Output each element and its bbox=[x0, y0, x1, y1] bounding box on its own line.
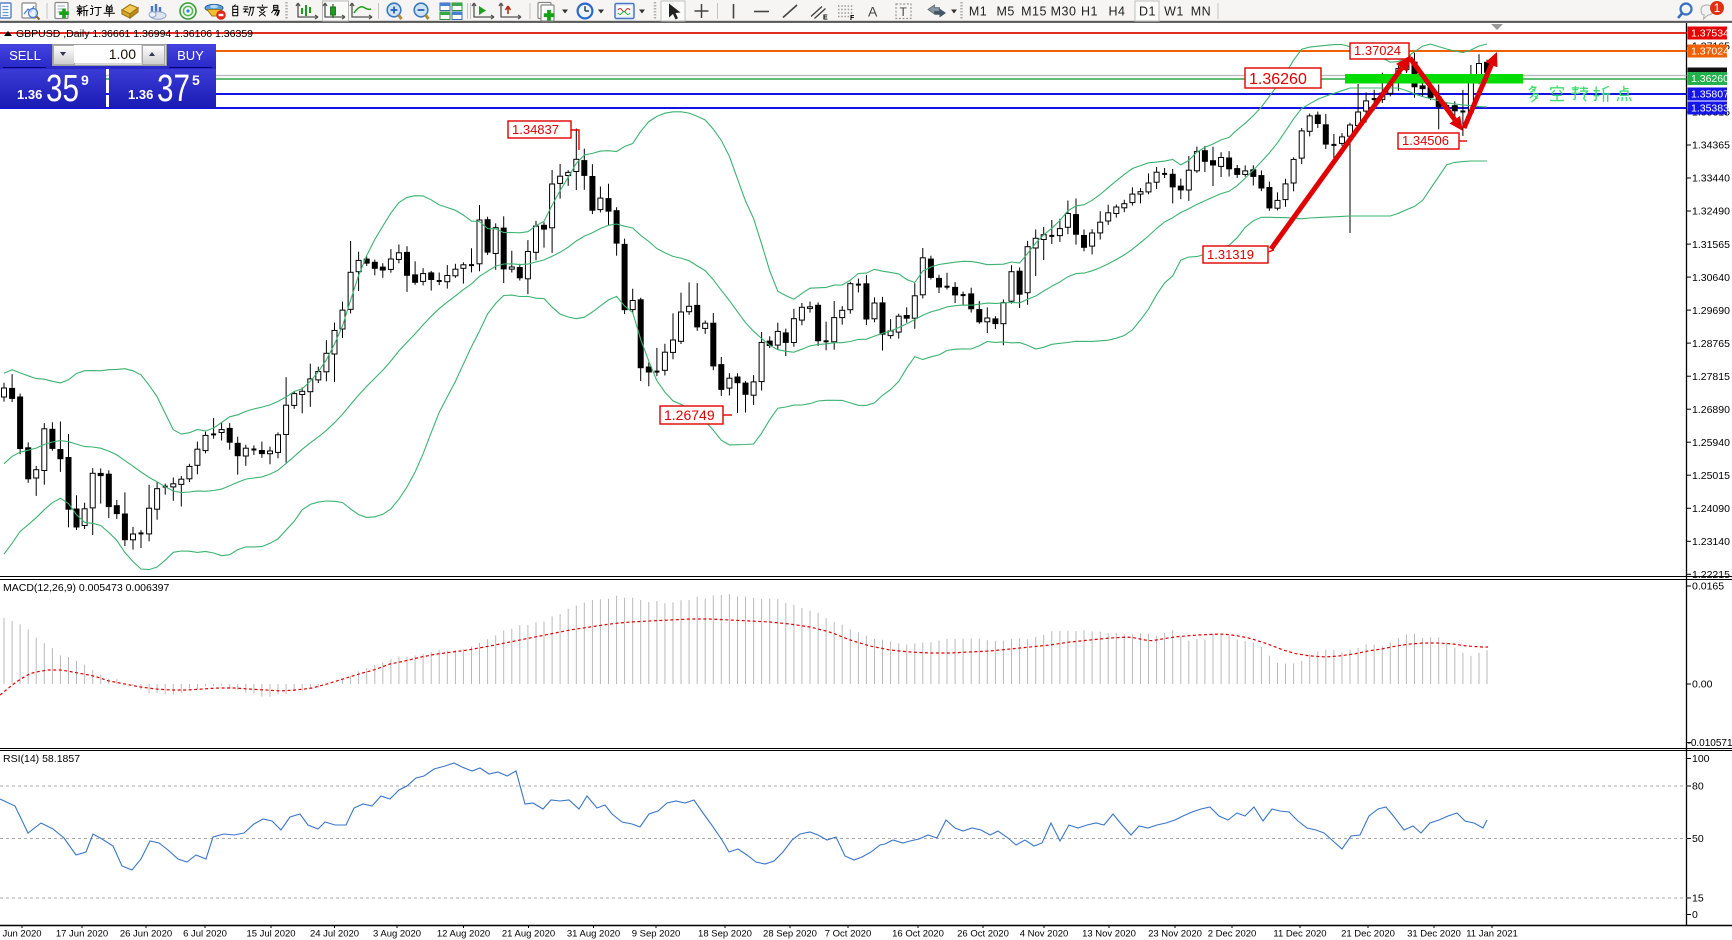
svg-text:1.25940: 1.25940 bbox=[1692, 437, 1730, 449]
svg-text:18 Sep 2020: 18 Sep 2020 bbox=[698, 929, 752, 940]
svg-text:9 Sep 2020: 9 Sep 2020 bbox=[632, 929, 681, 940]
svg-text:1.28765: 1.28765 bbox=[1692, 338, 1730, 350]
svg-text:1.26890: 1.26890 bbox=[1692, 404, 1730, 416]
svg-text:31 Dec 2020: 31 Dec 2020 bbox=[1407, 929, 1461, 940]
svg-text:1.31565: 1.31565 bbox=[1692, 239, 1730, 251]
svg-text:0.0165: 0.0165 bbox=[1692, 581, 1724, 593]
svg-text:1.27815: 1.27815 bbox=[1692, 371, 1730, 383]
svg-text:1.36260: 1.36260 bbox=[1249, 71, 1307, 88]
svg-text:1.26749: 1.26749 bbox=[664, 407, 715, 423]
svg-text:M1: M1 bbox=[969, 5, 987, 19]
svg-text:F: F bbox=[850, 15, 855, 22]
svg-text:0: 0 bbox=[1692, 909, 1698, 921]
svg-text:7 Oct 2020: 7 Oct 2020 bbox=[825, 929, 871, 940]
svg-text:100: 100 bbox=[1692, 753, 1710, 765]
svg-text:1.23140: 1.23140 bbox=[1692, 536, 1730, 548]
svg-text:1.31319: 1.31319 bbox=[1207, 247, 1254, 262]
svg-text:T: T bbox=[900, 5, 908, 19]
svg-text:28 Sep 2020: 28 Sep 2020 bbox=[763, 929, 817, 940]
svg-text:H1: H1 bbox=[1081, 5, 1098, 19]
svg-text:1.37024: 1.37024 bbox=[1354, 43, 1401, 58]
svg-text:1.36260: 1.36260 bbox=[1691, 73, 1729, 85]
svg-text:16 Oct 2020: 16 Oct 2020 bbox=[892, 929, 944, 940]
svg-text:26 Oct 2020: 26 Oct 2020 bbox=[957, 929, 1009, 940]
svg-text:0.00: 0.00 bbox=[1692, 679, 1713, 691]
svg-text:2 Dec 2020: 2 Dec 2020 bbox=[1208, 929, 1257, 940]
svg-text:1: 1 bbox=[1714, 3, 1720, 15]
svg-text:MACD(12,26,9) 0.005473 0.00639: MACD(12,26,9) 0.005473 0.006397 bbox=[3, 582, 170, 594]
svg-text:1.29690: 1.29690 bbox=[1692, 305, 1730, 317]
svg-text:H4: H4 bbox=[1109, 5, 1126, 19]
svg-text:1.37534: 1.37534 bbox=[1691, 28, 1729, 40]
svg-text:D1: D1 bbox=[1139, 5, 1156, 19]
svg-text:GBPUSD ,Daily 1.36661 1.36994: GBPUSD ,Daily 1.36661 1.36994 1.36106 1.… bbox=[16, 28, 253, 40]
svg-text:1.25015: 1.25015 bbox=[1692, 470, 1730, 482]
svg-text:15: 15 bbox=[1692, 893, 1704, 905]
svg-text:MN: MN bbox=[1191, 5, 1211, 19]
svg-text:13 Nov 2020: 13 Nov 2020 bbox=[1082, 929, 1136, 940]
svg-text:M30: M30 bbox=[1051, 5, 1077, 19]
svg-text:1.37024: 1.37024 bbox=[1691, 46, 1729, 58]
svg-text:24 Jul 2020: 24 Jul 2020 bbox=[310, 929, 359, 940]
svg-text:1.24090: 1.24090 bbox=[1692, 503, 1730, 515]
svg-text:17 Jun 2020: 17 Jun 2020 bbox=[56, 929, 108, 940]
svg-text:1.34365: 1.34365 bbox=[1692, 140, 1730, 152]
svg-text:E: E bbox=[823, 15, 828, 22]
svg-text:Jun 2020: Jun 2020 bbox=[2, 929, 41, 940]
svg-text:1.30640: 1.30640 bbox=[1692, 272, 1730, 284]
svg-text:1.34506: 1.34506 bbox=[1402, 133, 1449, 148]
svg-text:3 Aug 2020: 3 Aug 2020 bbox=[373, 929, 421, 940]
svg-text:1.35383: 1.35383 bbox=[1691, 103, 1729, 115]
svg-text:50: 50 bbox=[1692, 833, 1704, 845]
svg-text:6 Jul 2020: 6 Jul 2020 bbox=[183, 929, 227, 940]
svg-text:RSI(14) 58.1857: RSI(14) 58.1857 bbox=[3, 753, 80, 765]
svg-text:23 Nov 2020: 23 Nov 2020 bbox=[1148, 929, 1202, 940]
svg-text:15 Jul 2020: 15 Jul 2020 bbox=[246, 929, 295, 940]
svg-text:-0.010571: -0.010571 bbox=[1688, 738, 1732, 749]
svg-text:1.22215: 1.22215 bbox=[1692, 569, 1730, 581]
svg-text:1.32490: 1.32490 bbox=[1692, 206, 1730, 218]
svg-text:A: A bbox=[868, 4, 878, 20]
svg-text:80: 80 bbox=[1692, 781, 1704, 793]
svg-text:1.33440: 1.33440 bbox=[1692, 173, 1730, 185]
svg-text:21 Dec 2020: 21 Dec 2020 bbox=[1341, 929, 1395, 940]
svg-text:12 Aug 2020: 12 Aug 2020 bbox=[437, 929, 490, 940]
svg-text:4 Nov 2020: 4 Nov 2020 bbox=[1020, 929, 1069, 940]
svg-text:26 Jun 2020: 26 Jun 2020 bbox=[120, 929, 172, 940]
svg-text:11 Dec 2020: 11 Dec 2020 bbox=[1273, 929, 1326, 940]
svg-text:21 Aug 2020: 21 Aug 2020 bbox=[502, 929, 555, 940]
svg-text:M15: M15 bbox=[1021, 5, 1047, 19]
svg-text:1.35807: 1.35807 bbox=[1691, 89, 1729, 101]
svg-text:11 Jan 2021: 11 Jan 2021 bbox=[1466, 929, 1518, 940]
svg-text:1.34837: 1.34837 bbox=[512, 122, 559, 137]
svg-text:31 Aug 2020: 31 Aug 2020 bbox=[567, 929, 620, 940]
svg-text:W1: W1 bbox=[1164, 5, 1184, 19]
svg-text:M5: M5 bbox=[997, 5, 1015, 19]
